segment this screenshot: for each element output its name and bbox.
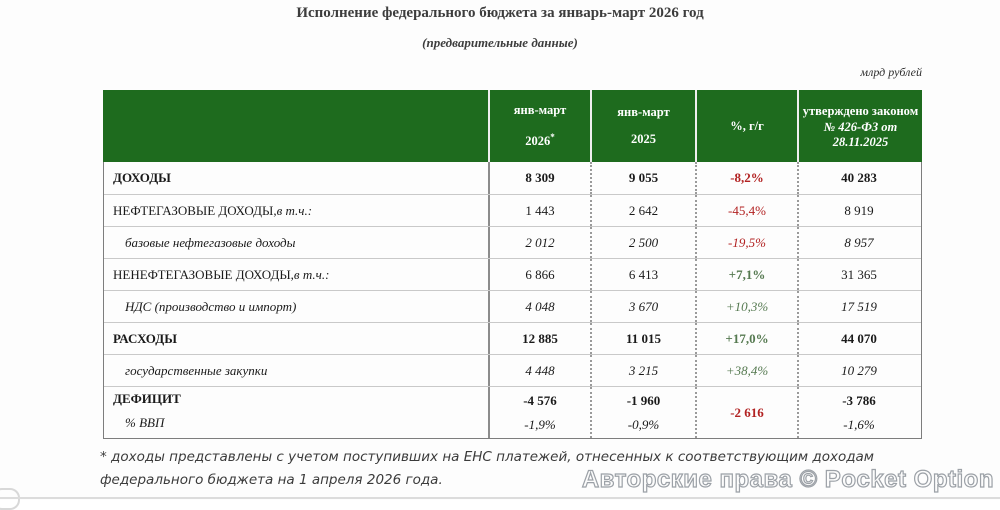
- budget-table: янв-март 2026* янв-март 2025 %, г/г утве…: [103, 90, 922, 439]
- page-subtitle: (предварительные данные): [422, 35, 578, 50]
- row-label: ДОХОДЫ: [113, 170, 171, 185]
- cell-2026: 12 885: [488, 323, 590, 354]
- table-row-nonoilgas: НЕНЕФТЕГАЗОВЫЕ ДОХОДЫ, в т.ч.: 6 866 6 4…: [104, 258, 921, 290]
- row-label: НДС (производство и импорт): [125, 298, 297, 314]
- cell-law: 8 957: [797, 227, 919, 258]
- table-row-procurement: государственные закупки 4 448 3 215 +38,…: [104, 354, 921, 386]
- cell-pct: -2 616: [695, 387, 797, 438]
- row-label: базовые нефтегазовые доходы: [125, 234, 296, 250]
- cell-2025: 3 670: [590, 291, 695, 322]
- table-row-revenues: ДОХОДЫ 8 309 9 055 -8,2% 40 283: [104, 162, 921, 194]
- footnote: * доходы представлены с учетом поступивш…: [100, 449, 874, 488]
- cell-2026: 8 309: [488, 162, 590, 194]
- cell-2026: 2 012: [488, 227, 590, 258]
- column-header-2025: янв-март 2025: [590, 90, 695, 162]
- watermark: Авторские права © Pocket Option: [581, 465, 994, 493]
- cell-law: -3 786 -1,6%: [797, 387, 919, 438]
- cell-2026: 6 866: [488, 259, 590, 290]
- page-frame-corner: [0, 488, 20, 510]
- table-row-expenditures: РАСХОДЫ 12 885 11 015 +17,0% 44 070: [104, 322, 921, 354]
- cell-law: 40 283: [797, 162, 919, 194]
- table-row-deficit: ДЕФИЦИТ % ВВП -4 576 -1,9% -1 960 -0,9% …: [104, 386, 921, 438]
- row-label: ДЕФИЦИТ % ВВП: [113, 391, 181, 430]
- cell-pct: +7,1%: [695, 259, 797, 290]
- cell-2025: 6 413: [590, 259, 695, 290]
- cell-2026: 1 443: [488, 195, 590, 226]
- table-row-base-oilgas: базовые нефтегазовые доходы 2 012 2 500 …: [104, 226, 921, 258]
- units-note: млрд рублей: [860, 65, 922, 79]
- cell-pct: +10,3%: [695, 291, 797, 322]
- page-frame-line: [0, 497, 1000, 499]
- table-header-row: янв-март 2026* янв-март 2025 %, г/г утве…: [103, 90, 922, 162]
- column-header-2026-year: 2026*: [525, 131, 555, 149]
- cell-law: 31 365: [797, 259, 919, 290]
- column-header-2026-period: янв-март: [513, 102, 567, 117]
- cell-2025: 2 642: [590, 195, 695, 226]
- column-header-2026: янв-март 2026*: [488, 90, 590, 162]
- row-label: НЕФТЕГАЗОВЫЕ ДОХОДЫ, в т.ч.:: [113, 202, 313, 218]
- cell-2025: 3 215: [590, 355, 695, 386]
- cell-2026: 4 048: [488, 291, 590, 322]
- cell-pct: -19,5%: [695, 227, 797, 258]
- table-row-vat: НДС (производство и импорт) 4 048 3 670 …: [104, 290, 921, 322]
- column-header-empty: [103, 90, 488, 162]
- cell-law: 17 519: [797, 291, 919, 322]
- footnote-mark: *: [550, 131, 555, 142]
- cell-2026: -4 576 -1,9%: [488, 387, 590, 438]
- cell-2025: 2 500: [590, 227, 695, 258]
- cell-law: 10 279: [797, 355, 919, 386]
- row-label: государственные закупки: [125, 362, 268, 378]
- cell-2025: 11 015: [590, 323, 695, 354]
- column-header-2025-year: 2025: [631, 132, 656, 146]
- column-header-2025-period: янв-март: [617, 105, 670, 119]
- cell-law: 8 919: [797, 195, 919, 226]
- cell-pct: +38,4%: [695, 355, 797, 386]
- cell-pct: -8,2%: [695, 162, 797, 194]
- cell-2025: 9 055: [590, 162, 695, 194]
- cell-pct: -45,4%: [695, 195, 797, 226]
- page-title: Исполнение федерального бюджета за январ…: [296, 5, 704, 21]
- cell-law: 44 070: [797, 323, 919, 354]
- row-label: НЕНЕФТЕГАЗОВЫЕ ДОХОДЫ, в т.ч.:: [113, 266, 330, 282]
- cell-pct: +17,0%: [695, 323, 797, 354]
- cell-2026: 4 448: [488, 355, 590, 386]
- row-label: РАСХОДЫ: [113, 330, 177, 346]
- table-row-oilgas: НЕФТЕГАЗОВЫЕ ДОХОДЫ, в т.ч.: 1 443 2 642…: [104, 194, 921, 226]
- column-header-pct: %, г/г: [695, 90, 797, 162]
- table-body: ДОХОДЫ 8 309 9 055 -8,2% 40 283 НЕФТЕГАЗ…: [103, 162, 922, 439]
- column-header-law: утверждено законом № 426-ФЗ от 28.11.202…: [797, 90, 922, 162]
- cell-2025: -1 960 -0,9%: [590, 387, 695, 438]
